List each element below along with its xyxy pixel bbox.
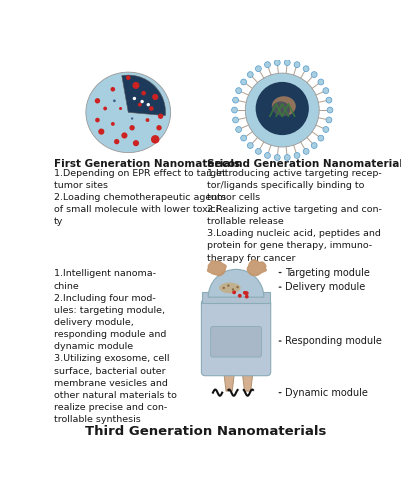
Circle shape xyxy=(284,60,290,66)
Circle shape xyxy=(232,290,235,294)
Circle shape xyxy=(247,72,253,78)
Text: Second Generation Nanomaterials: Second Generation Nanomaterials xyxy=(206,158,401,168)
FancyBboxPatch shape xyxy=(210,326,261,357)
Circle shape xyxy=(310,142,316,148)
Text: Delivery module: Delivery module xyxy=(285,282,365,292)
Circle shape xyxy=(95,98,100,103)
Wedge shape xyxy=(208,270,263,297)
Circle shape xyxy=(242,291,246,294)
Circle shape xyxy=(98,128,104,134)
Circle shape xyxy=(322,88,328,94)
Polygon shape xyxy=(242,372,252,391)
Circle shape xyxy=(264,62,270,68)
Polygon shape xyxy=(247,260,266,276)
Circle shape xyxy=(284,154,290,160)
Circle shape xyxy=(140,100,144,103)
Circle shape xyxy=(231,107,237,113)
Circle shape xyxy=(255,148,261,154)
Circle shape xyxy=(149,106,153,111)
Circle shape xyxy=(227,284,229,287)
Circle shape xyxy=(145,118,149,122)
Circle shape xyxy=(235,88,241,94)
Circle shape xyxy=(294,62,299,68)
Circle shape xyxy=(121,132,127,138)
Circle shape xyxy=(129,125,134,130)
Circle shape xyxy=(232,117,238,123)
Circle shape xyxy=(237,294,241,298)
Circle shape xyxy=(110,87,115,92)
Circle shape xyxy=(126,76,130,80)
Circle shape xyxy=(138,102,142,106)
Circle shape xyxy=(141,91,146,96)
Circle shape xyxy=(235,126,241,132)
Circle shape xyxy=(103,106,107,110)
FancyBboxPatch shape xyxy=(201,300,270,376)
Circle shape xyxy=(273,60,279,66)
Circle shape xyxy=(302,66,308,71)
Circle shape xyxy=(133,140,139,146)
Circle shape xyxy=(247,142,253,148)
Circle shape xyxy=(111,122,115,126)
Circle shape xyxy=(156,125,161,130)
Circle shape xyxy=(152,94,158,100)
Circle shape xyxy=(231,288,233,290)
Circle shape xyxy=(244,291,248,295)
Circle shape xyxy=(244,294,248,298)
Circle shape xyxy=(302,148,308,154)
Circle shape xyxy=(222,287,224,289)
Circle shape xyxy=(325,97,331,103)
Text: 1.Intelligent nanoma-
chine
2.Including four mod-
ules: targeting module,
delive: 1.Intelligent nanoma- chine 2.Including … xyxy=(53,270,176,424)
Circle shape xyxy=(294,152,299,158)
Polygon shape xyxy=(223,372,234,391)
Circle shape xyxy=(132,82,139,89)
Ellipse shape xyxy=(271,96,295,116)
Circle shape xyxy=(146,103,150,106)
Ellipse shape xyxy=(86,72,170,152)
Bar xyxy=(202,292,269,304)
Circle shape xyxy=(131,118,133,120)
Circle shape xyxy=(317,79,323,85)
Ellipse shape xyxy=(219,282,240,294)
Circle shape xyxy=(240,79,246,85)
Text: First Generation Nanomaterials: First Generation Nanomaterials xyxy=(53,158,239,168)
Circle shape xyxy=(95,118,99,122)
Circle shape xyxy=(310,72,316,78)
Circle shape xyxy=(255,82,308,135)
Ellipse shape xyxy=(271,102,289,118)
Circle shape xyxy=(114,139,119,144)
Circle shape xyxy=(264,152,270,158)
Circle shape xyxy=(326,107,332,113)
Circle shape xyxy=(113,100,115,102)
Text: 1.Introducing active targeting recep-
tor/ligands specifically binding to
tumor : 1.Introducing active targeting recep- to… xyxy=(206,168,381,262)
Circle shape xyxy=(236,286,238,288)
Text: Targeting module: Targeting module xyxy=(285,268,369,278)
Circle shape xyxy=(240,135,246,141)
Circle shape xyxy=(255,66,261,71)
Circle shape xyxy=(232,97,238,103)
Circle shape xyxy=(273,154,279,160)
Wedge shape xyxy=(122,75,165,116)
Circle shape xyxy=(158,114,163,119)
Polygon shape xyxy=(207,261,225,276)
Text: Responding module: Responding module xyxy=(285,336,381,346)
Circle shape xyxy=(317,135,323,141)
Circle shape xyxy=(325,117,331,123)
Text: Dynamic module: Dynamic module xyxy=(285,388,367,398)
Circle shape xyxy=(322,126,328,132)
Circle shape xyxy=(119,107,122,110)
Circle shape xyxy=(132,97,136,100)
Circle shape xyxy=(151,135,159,143)
Circle shape xyxy=(245,73,318,147)
Text: 1.Depending on EPR effect to target
tumor sites
2.Loading chemotherapeutic agent: 1.Depending on EPR effect to target tumo… xyxy=(53,168,225,226)
Text: Third Generation Nanomaterials: Third Generation Nanomaterials xyxy=(85,426,326,438)
